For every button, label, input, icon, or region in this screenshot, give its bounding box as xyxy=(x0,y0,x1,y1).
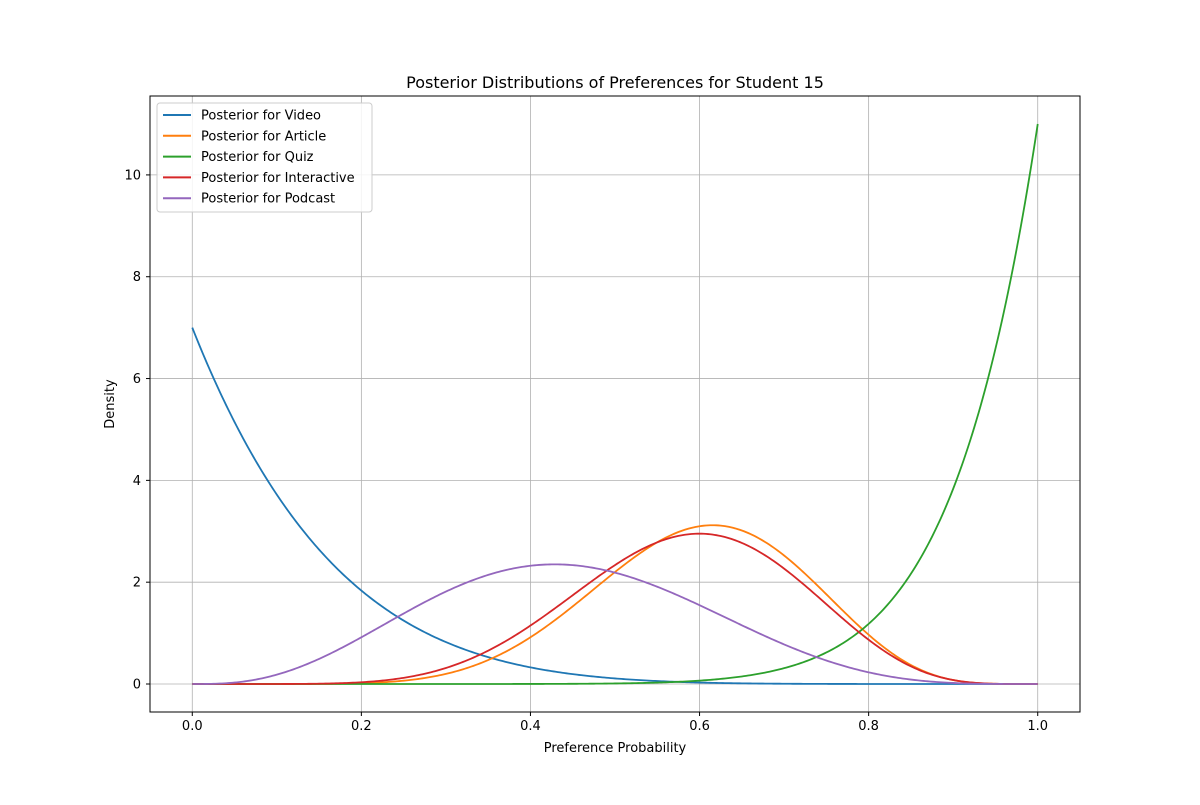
y-tick-label: 4 xyxy=(133,474,141,489)
series-line-5 xyxy=(192,563,1038,685)
plot-frame xyxy=(149,95,1081,713)
y-tick-label: 8 xyxy=(133,270,141,285)
series-line-4 xyxy=(192,532,1038,685)
legend-label: Posterior for Article xyxy=(201,129,326,144)
legend-label: Posterior for Podcast xyxy=(201,192,335,207)
x-tick-label: 0.4 xyxy=(520,719,541,734)
legend-items: Posterior for Video Posterior for Article… xyxy=(163,109,355,207)
ticks: 0.0 0.2 0.4 0.6 0.8 1.0 0 2 4 6 8 10 xyxy=(124,168,1048,734)
y-tick-label: 6 xyxy=(133,372,141,387)
x-tick-label: 0.2 xyxy=(351,719,372,734)
series-layer xyxy=(191,123,1039,685)
legend-label: Posterior for Video xyxy=(201,109,321,124)
legend-box xyxy=(156,102,373,213)
legend-label: Posterior for Quiz xyxy=(201,150,314,165)
y-axis-label: Density xyxy=(103,379,118,429)
legend-label: Posterior for Interactive xyxy=(201,171,355,186)
x-tick-label: 0.6 xyxy=(689,719,710,734)
series-line-1 xyxy=(191,327,1038,685)
y-tick-label: 0 xyxy=(133,678,141,693)
x-axis-label: Preference Probability xyxy=(544,741,687,756)
chart-title: Posterior Distributions of Preferences f… xyxy=(406,73,824,92)
x-tick-label: 1.0 xyxy=(1027,719,1048,734)
y-tick-label: 10 xyxy=(124,168,141,183)
y-tick-label: 2 xyxy=(133,576,141,591)
x-tick-label: 0.8 xyxy=(858,719,879,734)
x-tick-label: 0.0 xyxy=(182,719,203,734)
legend: Posterior for Video Posterior for Article… xyxy=(156,102,373,213)
